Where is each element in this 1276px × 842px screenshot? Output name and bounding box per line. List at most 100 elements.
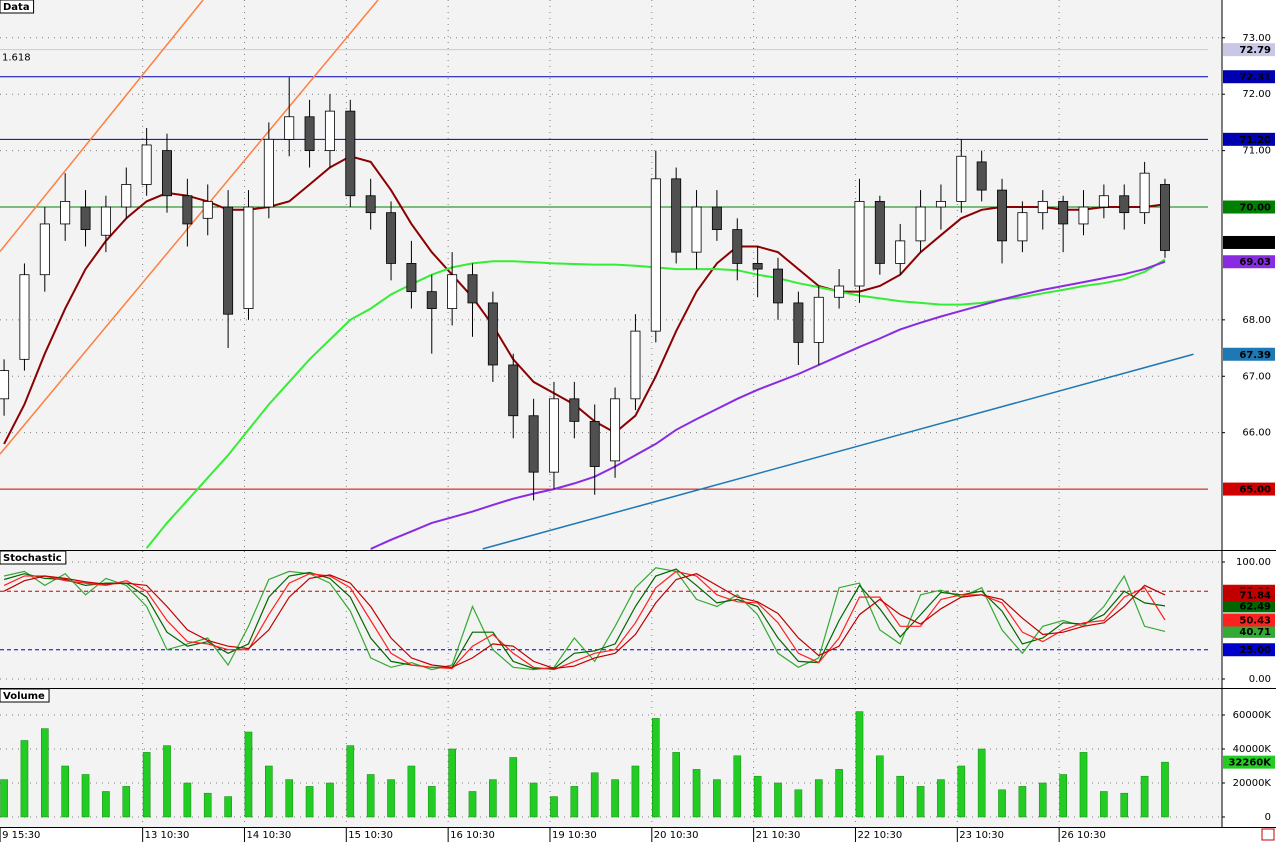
y-tick-label: 71.00 — [1242, 146, 1271, 157]
volume-bar — [1140, 775, 1149, 818]
candle-body — [935, 200, 946, 208]
value-label: 70.00 — [1239, 203, 1271, 214]
x-tick-label: 20 10:30 — [654, 830, 699, 841]
value-label-box — [1223, 588, 1275, 602]
stochastic-line — [3, 570, 1166, 671]
candle-body — [304, 116, 315, 152]
corner-button[interactable] — [1261, 828, 1275, 841]
candle-body — [691, 206, 702, 253]
volume-bar — [794, 789, 803, 818]
value-label-box — [1223, 482, 1275, 496]
candle-body — [243, 206, 254, 309]
volume-bar — [1059, 774, 1067, 818]
candle-body — [976, 161, 987, 191]
x-tick-label: 21 10:30 — [756, 830, 801, 841]
volume-bar — [224, 796, 232, 818]
volume-bar — [672, 752, 680, 818]
candle-body — [202, 200, 213, 219]
volume-bar — [366, 774, 375, 818]
value-label: 50.43 — [1239, 615, 1271, 626]
volume-bar — [244, 731, 253, 818]
volume-bar — [977, 748, 986, 818]
volume-bar — [611, 779, 619, 818]
volume-bar — [40, 728, 49, 818]
value-label: 40.71 — [1239, 627, 1271, 638]
value-label: 71.84 — [1239, 590, 1271, 601]
candle-body — [895, 240, 906, 264]
volume-bar — [427, 786, 436, 818]
candle-body — [1017, 212, 1028, 242]
volume-bar — [937, 779, 945, 818]
moving-average — [370, 260, 1166, 550]
panel — [0, 0, 1222, 550]
y-tick-label: 72.00 — [1242, 89, 1271, 100]
y-tick-label: 73.00 — [1242, 33, 1271, 44]
volume-bar — [753, 775, 762, 818]
value-label: 25.00 — [1239, 645, 1271, 656]
candle-body — [182, 195, 193, 225]
volume-bar — [998, 789, 1006, 818]
panel-title: Volume — [3, 691, 45, 702]
volume-bar — [20, 740, 29, 818]
volume-bar — [142, 752, 151, 818]
candle-body — [39, 223, 50, 276]
volume-bar — [570, 786, 579, 818]
candle-body — [610, 398, 621, 462]
panel — [0, 689, 1222, 827]
moving-average — [3, 155, 1166, 445]
x-tick-label: 16 10:30 — [450, 830, 495, 841]
volume-bar — [916, 786, 925, 818]
candle-body — [19, 274, 30, 360]
candle-body — [1098, 195, 1109, 208]
x-tick-label: 23 10:30 — [959, 830, 1004, 841]
volume-bar — [61, 765, 69, 818]
y-tick-label: 66.00 — [1242, 428, 1271, 439]
trendline — [0, 0, 204, 253]
volume-bar — [1161, 761, 1169, 818]
candle-body — [630, 330, 641, 400]
panel-title-box — [0, 688, 50, 703]
candle-body — [671, 178, 682, 253]
candle-body — [121, 184, 132, 208]
panel-title: Data — [3, 2, 30, 13]
candle-body — [589, 420, 600, 467]
panel-title-box — [0, 0, 35, 14]
candle-body — [487, 302, 498, 366]
panel-title: Stochastic — [3, 553, 62, 564]
fib-label: 1.618 — [2, 53, 31, 64]
volume-bar — [203, 792, 212, 818]
y-tick-label: 67.00 — [1242, 371, 1271, 382]
volume-bar — [733, 755, 742, 818]
stochastic-line — [3, 568, 1166, 670]
volume-bar — [957, 765, 966, 818]
volume-bar — [1079, 752, 1088, 818]
candle-body — [467, 274, 478, 304]
value-label: 67.39 — [1239, 350, 1271, 361]
candle-body — [345, 110, 356, 197]
value-label: 65.00 — [1239, 485, 1271, 496]
volume-bar — [713, 779, 721, 818]
candle-body — [80, 206, 91, 230]
candle-body — [569, 398, 580, 422]
candle-body — [0, 370, 10, 400]
volume-bar — [346, 745, 355, 818]
y-tick-label: 60000K — [1233, 710, 1272, 721]
x-tick-label: 15 10:30 — [348, 830, 393, 841]
candle-body — [60, 200, 71, 225]
value-label-box — [1223, 255, 1275, 269]
candle-body — [324, 110, 335, 152]
candle-body — [813, 296, 824, 343]
y-tick-label: 40000K — [1233, 744, 1272, 755]
x-tick-label: 22 10:30 — [857, 830, 902, 841]
y-tick-label: 100.00 — [1236, 557, 1271, 568]
panel — [0, 551, 1222, 688]
volume-bar — [1018, 786, 1027, 818]
value-label-box — [1223, 599, 1275, 613]
y-tick-label: 0.00 — [1249, 674, 1271, 685]
value-label: 72.31 — [1239, 72, 1271, 83]
candle-body — [711, 206, 722, 230]
volume-bar — [896, 775, 905, 818]
candle-body — [1159, 184, 1170, 251]
candle-body — [752, 263, 763, 270]
volume-bar — [102, 791, 110, 818]
